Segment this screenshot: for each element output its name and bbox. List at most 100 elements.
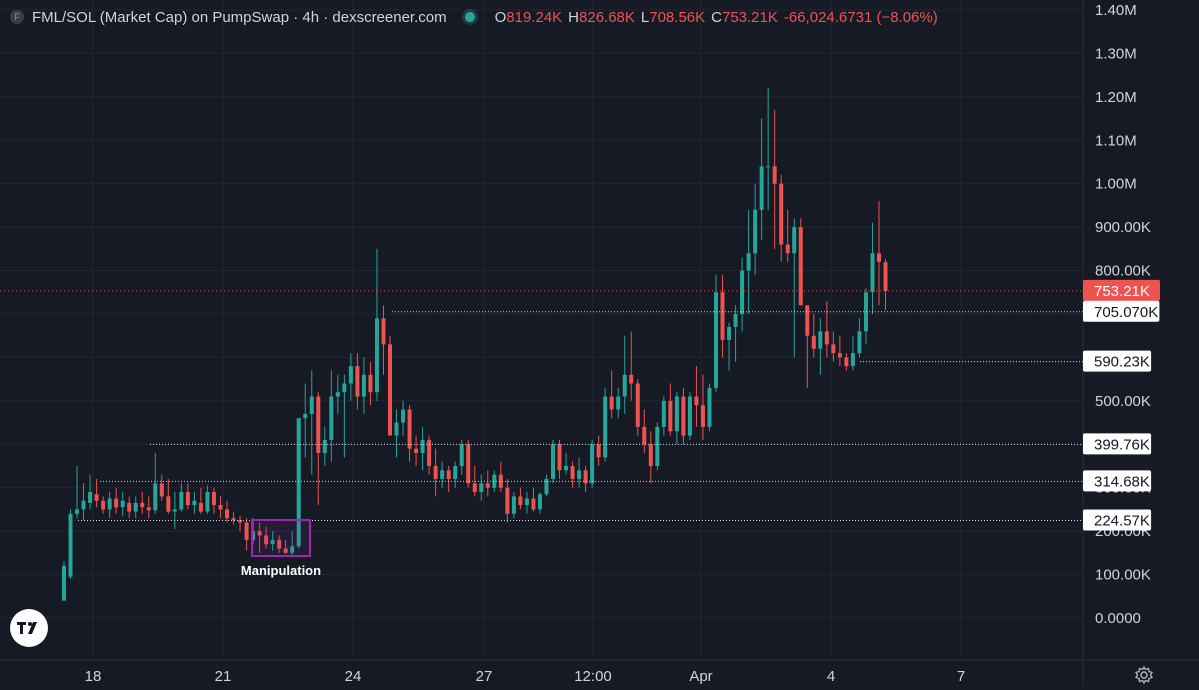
candle-body bbox=[785, 244, 790, 254]
candle-body bbox=[368, 374, 373, 393]
x-tick-label: 12:00 bbox=[574, 668, 612, 685]
candle-body bbox=[309, 396, 314, 414]
high-label: H bbox=[568, 8, 580, 26]
chart-title: FML/SOL (Market Cap) on PumpSwap · 4h · … bbox=[32, 8, 447, 26]
candle-body bbox=[185, 492, 190, 506]
candle-body bbox=[707, 387, 712, 427]
candle-body bbox=[75, 509, 80, 514]
candle-body bbox=[388, 344, 392, 436]
candle-body bbox=[505, 487, 510, 514]
candle-body bbox=[355, 366, 360, 397]
price-level-label: 224.57K bbox=[1094, 512, 1150, 529]
candle-body bbox=[329, 396, 334, 440]
candle-body bbox=[342, 383, 347, 393]
y-tick-label: 100.00K bbox=[1095, 567, 1151, 584]
candle-body bbox=[492, 474, 497, 488]
price-level-tag bbox=[1083, 350, 1152, 372]
candle-body bbox=[466, 444, 471, 484]
tradingview-logo-icon[interactable] bbox=[10, 609, 48, 647]
price-level-label: 590.23K bbox=[1094, 354, 1150, 371]
candle-body bbox=[62, 565, 66, 601]
y-tick-label: 1.20M bbox=[1095, 89, 1137, 106]
candle-body bbox=[68, 513, 73, 577]
candle-body bbox=[335, 392, 340, 397]
price-level-tag bbox=[1083, 300, 1160, 322]
candle-body bbox=[622, 374, 627, 397]
candle-body bbox=[753, 209, 758, 254]
candle-body bbox=[361, 374, 366, 397]
x-tick-label: Apr bbox=[689, 668, 712, 685]
candle-body bbox=[557, 444, 562, 471]
y-tick-label: 1.00M bbox=[1095, 176, 1137, 193]
candle-body bbox=[198, 502, 203, 512]
candle-body bbox=[218, 505, 223, 510]
candle-body bbox=[485, 483, 490, 488]
candle-body bbox=[440, 470, 445, 480]
candle-body bbox=[544, 479, 549, 495]
candle-body bbox=[798, 227, 803, 306]
candle-body bbox=[603, 396, 608, 458]
candle-body bbox=[472, 483, 477, 493]
candle-body bbox=[264, 535, 269, 545]
manipulation-label: Manipulation bbox=[241, 563, 321, 578]
candle-body bbox=[420, 439, 425, 453]
candle-body bbox=[681, 396, 686, 436]
market-status-dot bbox=[464, 12, 475, 22]
price-level-tag bbox=[1083, 470, 1152, 492]
candle-body bbox=[146, 507, 151, 511]
candle-body bbox=[714, 292, 718, 388]
candle-body bbox=[818, 331, 823, 349]
y-tick-label: 800.00K bbox=[1095, 263, 1151, 280]
candle-body bbox=[322, 439, 327, 453]
candle-body bbox=[257, 531, 262, 536]
candle-body bbox=[661, 400, 666, 427]
manipulation-box bbox=[251, 519, 311, 557]
x-tick-label: 21 bbox=[215, 668, 232, 685]
symbol-badge: F bbox=[10, 10, 24, 24]
candle-body bbox=[283, 548, 288, 553]
candle-body bbox=[740, 270, 745, 314]
candle-body bbox=[81, 500, 86, 510]
candle-body bbox=[296, 418, 301, 547]
candle-body bbox=[277, 539, 282, 549]
candle-body bbox=[166, 496, 171, 512]
price-level-tag bbox=[1083, 509, 1152, 531]
y-tick-label: 1.30M bbox=[1095, 45, 1137, 62]
candle-body bbox=[433, 465, 438, 480]
candle-body bbox=[159, 483, 164, 497]
candle-body bbox=[407, 409, 412, 449]
candle-body bbox=[238, 520, 243, 523]
price-level-label: 314.68K bbox=[1094, 473, 1150, 490]
candle-body bbox=[635, 383, 640, 427]
open-label: O bbox=[494, 8, 507, 26]
candle-body bbox=[668, 400, 673, 432]
candle-body bbox=[824, 331, 829, 345]
candle-body bbox=[225, 509, 229, 519]
candle-body bbox=[831, 344, 836, 354]
candle-body bbox=[374, 318, 379, 393]
candle-body bbox=[107, 498, 112, 510]
candle-body bbox=[564, 465, 569, 471]
candle-body bbox=[153, 483, 158, 511]
candle-body bbox=[805, 305, 810, 336]
low-label: L bbox=[640, 8, 650, 26]
candle-body bbox=[88, 492, 93, 503]
open-value: 819.24K bbox=[506, 8, 563, 26]
candle-body bbox=[427, 439, 432, 466]
close-label: C bbox=[711, 8, 722, 26]
candle-body bbox=[303, 413, 308, 419]
candle-body bbox=[727, 327, 732, 341]
candle-body bbox=[720, 292, 725, 341]
candle-body bbox=[792, 227, 797, 254]
x-tick-label: 27 bbox=[476, 668, 493, 685]
low-value: 708.56K bbox=[649, 8, 706, 26]
candle-body bbox=[733, 313, 738, 328]
candle-body bbox=[479, 483, 484, 493]
candle-body bbox=[811, 335, 816, 349]
candle-body bbox=[870, 253, 875, 293]
candle-body bbox=[348, 366, 353, 384]
candle-body bbox=[192, 500, 197, 506]
candle-body bbox=[244, 522, 249, 540]
settings-gear-icon[interactable] bbox=[1134, 665, 1154, 685]
